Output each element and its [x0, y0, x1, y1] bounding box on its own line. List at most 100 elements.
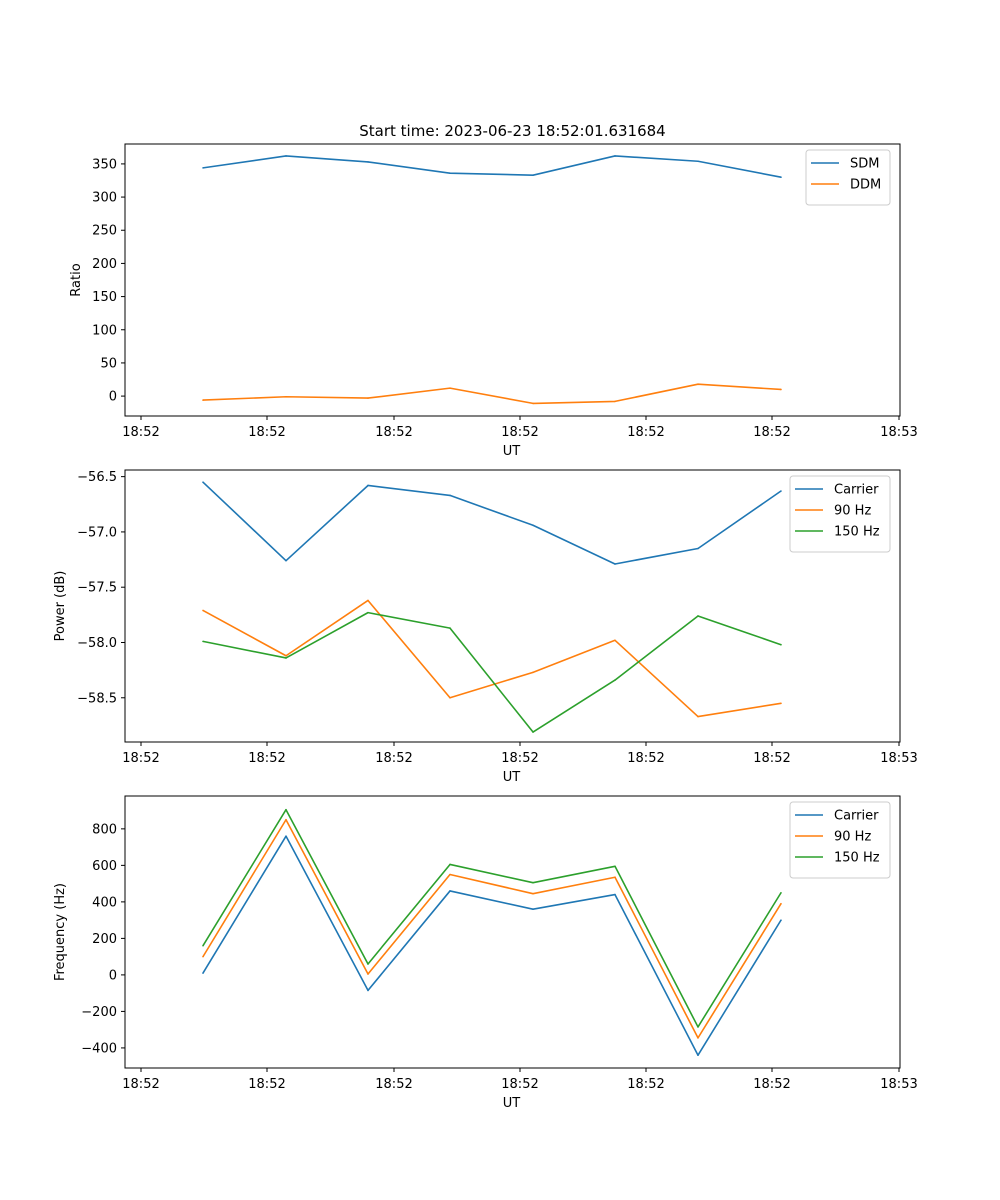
x-tick-label: 18:52	[122, 425, 159, 440]
data-point	[532, 402, 534, 405]
data-point	[532, 731, 534, 733]
legend-entry: DDM	[850, 178, 881, 193]
plot-frame	[124, 795, 901, 1069]
data-point	[780, 891, 782, 894]
legend: Carrier 90 Hz 150 Hz	[789, 475, 891, 553]
x-tick-label: 18:52	[627, 1077, 664, 1092]
series-line-90-hz	[202, 818, 782, 1039]
x-tick-label: 18:53	[880, 751, 917, 766]
x-tick-label: 18:52	[122, 751, 159, 766]
y-tick-label: −57.5	[77, 581, 117, 596]
chart-title: Start time: 2023-06-23 18:52:01.631684	[359, 122, 665, 140]
x-tick-label: 18:52	[753, 425, 790, 440]
legend-entry: 150 Hz	[834, 851, 880, 866]
x-tick-label: 18:52	[753, 1077, 790, 1092]
series-line-90-hz	[202, 599, 782, 718]
x-tick-label: 18:52	[248, 751, 285, 766]
data-point	[449, 863, 451, 866]
data-point	[614, 563, 616, 565]
x-tick-label: 18:52	[248, 425, 285, 440]
y-tick-label: −56.5	[77, 470, 117, 485]
data-point	[532, 892, 534, 895]
legend: Carrier 90 Hz 150 Hz	[789, 801, 891, 879]
data-point	[449, 696, 451, 699]
series-line-150-hz	[202, 808, 782, 1028]
y-tick-label: 200	[92, 932, 117, 947]
data-point	[367, 161, 369, 163]
data-point	[697, 1037, 699, 1039]
y-tick-label: 400	[92, 895, 117, 910]
y-tick-label: 50	[100, 356, 117, 371]
data-point	[367, 611, 369, 614]
y-tick-label: 200	[92, 257, 117, 272]
plot-frame	[124, 143, 901, 417]
data-point	[697, 1026, 699, 1028]
data-point	[532, 671, 534, 674]
y-tick-label: 100	[92, 323, 117, 338]
data-point	[614, 679, 616, 681]
data-point	[697, 715, 699, 718]
x-tick-label: 18:52	[627, 751, 664, 766]
data-point	[367, 973, 369, 975]
data-point	[202, 955, 204, 958]
plot-frame	[124, 469, 901, 743]
chart-panel-3: 18:52 18:52 18:52 18:52 18:52 18:52 18:53 UT −40…	[53, 795, 918, 1111]
y-tick-label: 0	[109, 968, 117, 983]
data-point	[285, 808, 287, 811]
legend-entry: Carrier	[834, 809, 879, 824]
data-point	[697, 615, 699, 617]
legend-entry: 90 Hz	[834, 830, 871, 845]
x-tick-label: 18:52	[375, 1077, 412, 1092]
data-point	[780, 643, 782, 646]
y-tick-label: 250	[92, 224, 117, 239]
data-point	[697, 160, 699, 163]
x-axis-label: UT	[503, 444, 521, 459]
y-tick-label: −200	[81, 1005, 117, 1020]
y-tick-label: 300	[92, 191, 117, 206]
x-tick-label: 18:52	[501, 1077, 538, 1092]
series-line-sdm	[202, 155, 782, 178]
y-axis-label: Frequency (Hz)	[53, 883, 68, 981]
data-point	[367, 397, 369, 399]
x-tick-label: 18:52	[753, 751, 790, 766]
data-point	[780, 490, 782, 492]
data-point	[202, 640, 204, 643]
data-point	[449, 172, 451, 174]
data-point	[532, 881, 534, 884]
series-line-ddm	[202, 383, 782, 405]
data-point	[449, 873, 451, 876]
legend-box	[789, 475, 891, 553]
legend-entry: SDM	[850, 157, 879, 172]
data-point	[285, 155, 287, 157]
data-point	[614, 876, 616, 879]
data-point	[202, 609, 204, 612]
data-point	[202, 481, 204, 483]
legend-entry: 90 Hz	[834, 504, 871, 519]
data-point	[449, 627, 451, 629]
x-tick-label: 18:52	[501, 751, 538, 766]
data-point	[532, 174, 534, 176]
data-point	[780, 902, 782, 905]
x-tick-label: 18:52	[122, 1077, 159, 1092]
y-tick-label: 0	[109, 390, 117, 405]
legend-entry: 150 Hz	[834, 525, 880, 540]
data-point	[780, 702, 782, 705]
x-tick-label: 18:52	[375, 425, 412, 440]
data-point	[285, 818, 287, 821]
data-point	[449, 494, 451, 497]
data-point	[367, 963, 369, 965]
y-tick-label: 150	[92, 290, 117, 305]
data-point	[697, 1054, 699, 1057]
data-point	[285, 559, 287, 562]
data-point	[367, 599, 369, 602]
x-tick-label: 18:52	[627, 425, 664, 440]
data-point	[697, 383, 699, 385]
data-point	[614, 865, 616, 868]
data-point	[780, 388, 782, 391]
data-point	[202, 944, 204, 947]
data-point	[532, 524, 534, 527]
series-line-carrier	[202, 835, 782, 1057]
chart-panel-2: 18:52 18:52 18:52 18:52 18:52 18:52 18:53 UT −56…	[53, 469, 918, 785]
x-tick-label: 18:52	[248, 1077, 285, 1092]
